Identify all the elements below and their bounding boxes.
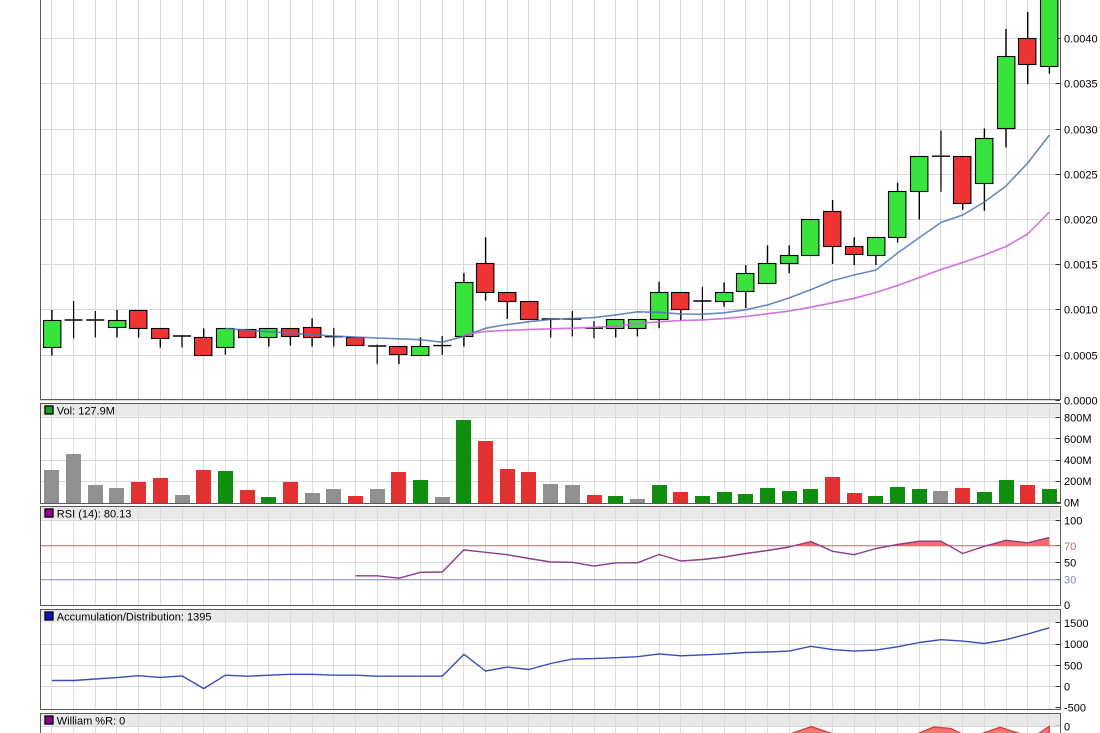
svg-text:0.0015: 0.0015 [1064, 260, 1098, 272]
svg-text:200M: 200M [1064, 476, 1092, 488]
svg-text:1500: 1500 [1064, 618, 1088, 630]
svg-text:30: 30 [1064, 575, 1076, 587]
svg-text:RSI (14): 80.13: RSI (14): 80.13 [57, 508, 132, 520]
svg-text:Vol: 127.9M: Vol: 127.9M [57, 405, 115, 417]
svg-text:0.0025: 0.0025 [1064, 170, 1098, 182]
svg-text:0.0030: 0.0030 [1064, 125, 1098, 137]
svg-text:0M: 0M [1064, 497, 1079, 509]
svg-text:50: 50 [1064, 558, 1076, 570]
svg-text:-500: -500 [1064, 703, 1086, 715]
svg-text:0.0020: 0.0020 [1064, 215, 1098, 227]
svg-text:0.0035: 0.0035 [1064, 79, 1098, 91]
svg-text:70: 70 [1064, 541, 1076, 553]
svg-text:500: 500 [1064, 660, 1082, 672]
svg-text:William %R: 0: William %R: 0 [57, 715, 125, 727]
svg-text:0: 0 [1064, 721, 1070, 733]
svg-text:100: 100 [1064, 516, 1082, 528]
svg-text:0.0000: 0.0000 [1064, 396, 1098, 408]
svg-text:800M: 800M [1064, 413, 1092, 425]
svg-text:600M: 600M [1064, 434, 1092, 446]
svg-text:400M: 400M [1064, 455, 1092, 467]
svg-text:0.0040: 0.0040 [1064, 34, 1098, 46]
svg-text:Accumulation/Distribution: 139: Accumulation/Distribution: 1395 [57, 611, 212, 623]
svg-text:0: 0 [1064, 682, 1070, 694]
svg-text:0: 0 [1064, 600, 1070, 612]
svg-text:0.0010: 0.0010 [1064, 305, 1098, 317]
svg-text:0.0005: 0.0005 [1064, 351, 1098, 363]
svg-text:1000: 1000 [1064, 639, 1088, 651]
